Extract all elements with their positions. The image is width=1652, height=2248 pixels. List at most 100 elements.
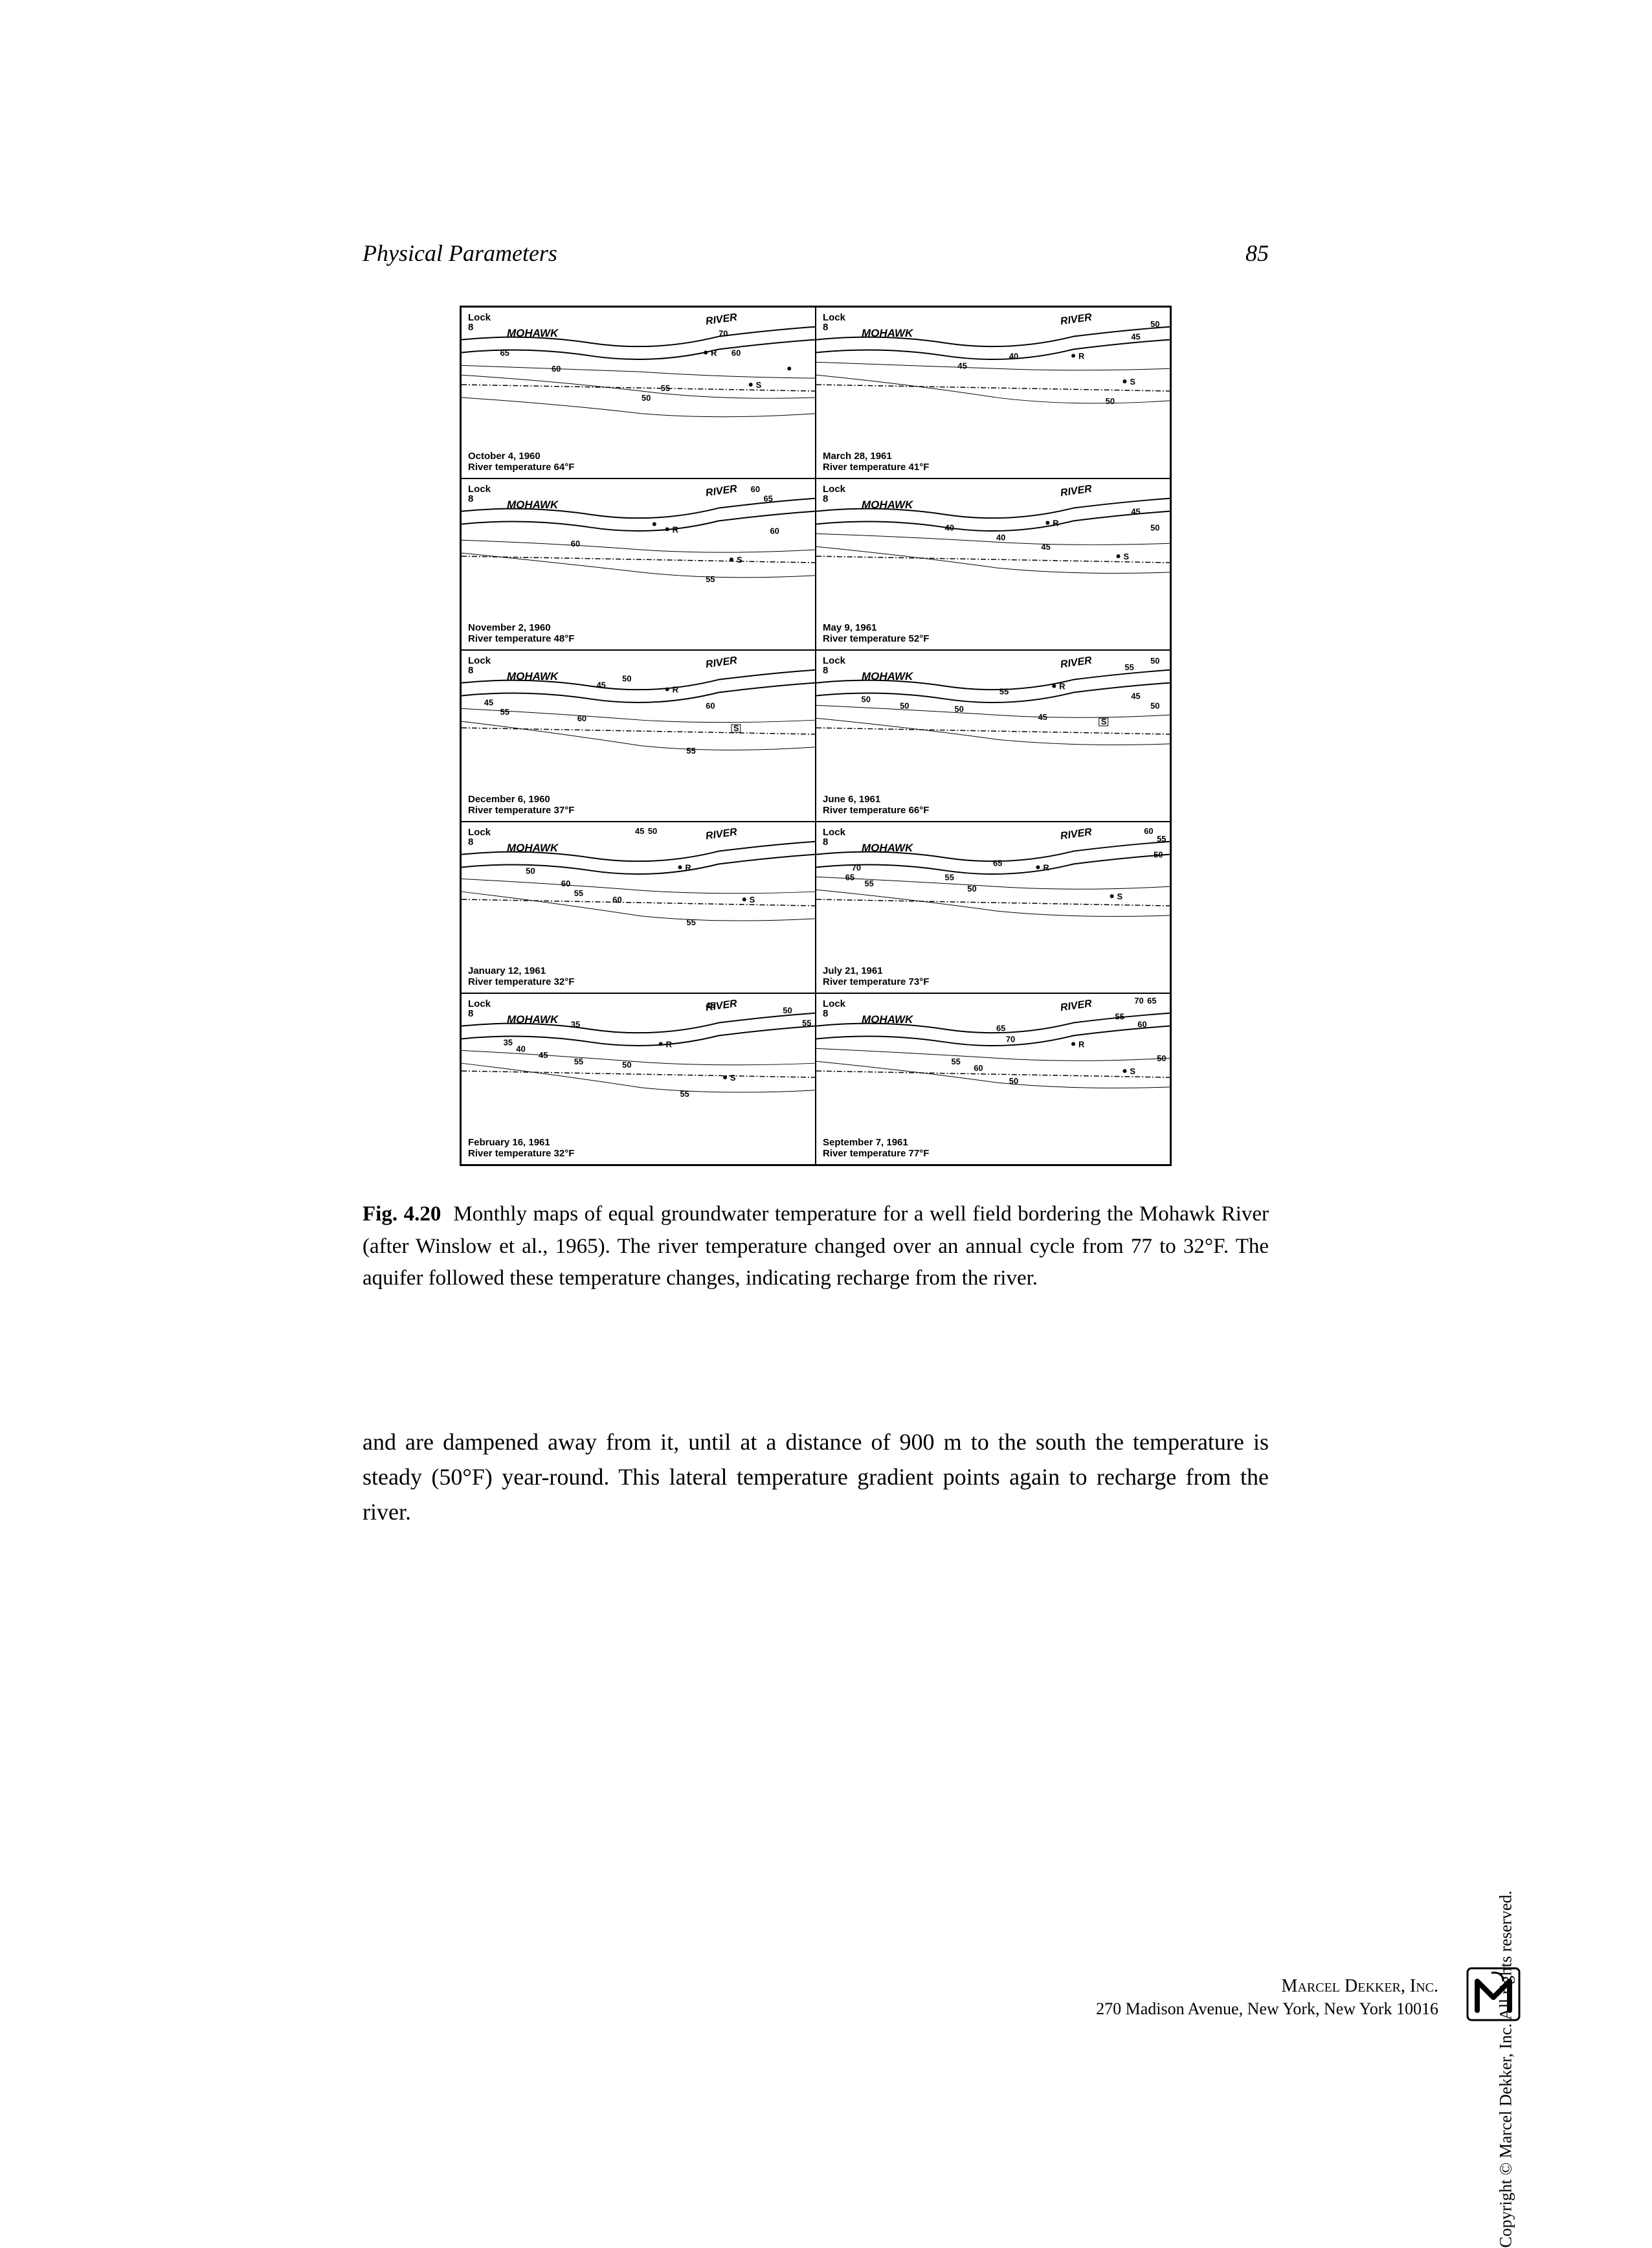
- svg-text:70: 70: [1134, 996, 1143, 1006]
- svg-text:35: 35: [504, 1037, 513, 1047]
- svg-text:70: 70: [852, 862, 861, 872]
- mohawk-label: MOHAWK: [862, 670, 913, 683]
- svg-text:60: 60: [770, 526, 779, 535]
- panel-caption: September 7, 1961 River temperature 77°F: [823, 1138, 929, 1159]
- svg-text:50: 50: [967, 884, 976, 894]
- map-panel-dec-1960: 45 55 45 50 60 55 60 R S Lock8 MOHAWK RI…: [461, 650, 816, 822]
- svg-text:45: 45: [539, 1050, 548, 1060]
- svg-text:50: 50: [1150, 701, 1159, 710]
- svg-text:S: S: [733, 723, 739, 733]
- section-title: Physical Parameters: [363, 240, 557, 267]
- map-panel-mar-1961: 40 45 50 45 50 R S Lock8 MOHAWK RIVER Ma…: [816, 307, 1170, 478]
- lock-label: Lock8: [468, 656, 491, 675]
- svg-text:S: S: [737, 555, 742, 565]
- svg-text:50: 50: [954, 704, 963, 714]
- svg-text:S: S: [750, 895, 755, 905]
- lock-label: Lock8: [823, 484, 845, 504]
- svg-text:45: 45: [596, 680, 605, 690]
- map-panel-may-1961: 40 40 45 45 50 R S Lock8 MOHAWK RIVER Ma…: [816, 478, 1170, 650]
- publisher-logo-icon: [1464, 1965, 1523, 2023]
- panel-caption: February 16, 1961 River temperature 32°F: [468, 1138, 574, 1159]
- figure-label: Fig. 4.20: [363, 1202, 441, 1226]
- mohawk-label: MOHAWK: [862, 1013, 913, 1026]
- svg-text:60: 60: [751, 484, 760, 494]
- svg-text:45: 45: [484, 697, 493, 707]
- svg-text:55: 55: [999, 686, 1009, 696]
- svg-text:50: 50: [1150, 523, 1159, 532]
- panel-caption: July 21, 1961 River temperature 73°F: [823, 966, 929, 987]
- svg-text:S: S: [1130, 1066, 1135, 1076]
- mohawk-label: MOHAWK: [862, 327, 913, 340]
- svg-text:50: 50: [648, 826, 657, 836]
- copyright-notice: Copyright © Marcel Dekker, Inc. All righ…: [1497, 1891, 1516, 2248]
- publisher-name: Marcel Dekker, Inc.: [1096, 1975, 1438, 1998]
- svg-text:60: 60: [577, 714, 586, 723]
- svg-text:45: 45: [1131, 691, 1140, 701]
- svg-text:55: 55: [1115, 1012, 1124, 1022]
- mohawk-label: MOHAWK: [507, 842, 558, 855]
- svg-text:50: 50: [1150, 656, 1159, 666]
- svg-text:45: 45: [957, 361, 966, 370]
- mohawk-label: MOHAWK: [862, 499, 913, 511]
- svg-text:60: 60: [552, 364, 561, 374]
- svg-text:65: 65: [1147, 996, 1156, 1006]
- lock-label: Lock8: [468, 999, 491, 1018]
- lock-label: Lock8: [823, 656, 845, 675]
- mohawk-label: MOHAWK: [862, 842, 913, 855]
- svg-text:R: R: [1053, 518, 1059, 528]
- figure-4-20: 65 60 50 55 60 70 R S Lock8 MOHAWK RIVER…: [460, 306, 1172, 1166]
- svg-text:35: 35: [571, 1020, 580, 1029]
- svg-text:55: 55: [865, 879, 874, 888]
- svg-text:55: 55: [706, 574, 715, 584]
- svg-text:S: S: [1123, 552, 1129, 561]
- svg-text:R: R: [673, 524, 679, 534]
- svg-text:50: 50: [900, 701, 909, 710]
- svg-text:60: 60: [1144, 826, 1153, 836]
- svg-text:45: 45: [1041, 542, 1050, 552]
- figure-caption-text: Monthly maps of equal groundwater temper…: [363, 1202, 1269, 1290]
- mohawk-label: MOHAWK: [507, 499, 558, 511]
- svg-text:S: S: [730, 1073, 736, 1083]
- mohawk-label: MOHAWK: [507, 1013, 558, 1026]
- svg-text:55: 55: [680, 1089, 689, 1099]
- svg-text:65: 65: [500, 348, 509, 357]
- svg-text:R: R: [711, 348, 717, 357]
- svg-text:55: 55: [1124, 662, 1133, 672]
- svg-text:60: 60: [974, 1063, 983, 1073]
- svg-text:60: 60: [731, 348, 741, 357]
- panel-caption: November 2, 1960 River temperature 48°F: [468, 623, 574, 644]
- svg-text:60: 60: [612, 895, 621, 905]
- map-panel-oct-1960: 65 60 50 55 60 70 R S Lock8 MOHAWK RIVER…: [461, 307, 816, 478]
- svg-text:S: S: [1101, 717, 1107, 726]
- lock-label: Lock8: [823, 999, 845, 1018]
- mohawk-label: MOHAWK: [507, 327, 558, 340]
- svg-text:45: 45: [1131, 507, 1140, 517]
- svg-text:R: R: [685, 862, 691, 872]
- map-panel-jan-1961: 45 50 50 60 55 60 55 R S Lock8 MOHAWK RI…: [461, 822, 816, 993]
- page-number: 85: [1245, 240, 1269, 267]
- svg-text:60: 60: [706, 701, 715, 710]
- lock-label: Lock8: [823, 313, 845, 332]
- svg-text:R: R: [1043, 862, 1049, 872]
- panel-caption: January 12, 1961 River temperature 32°F: [468, 966, 574, 987]
- lock-label: Lock8: [468, 827, 491, 847]
- map-panel-jun-1961: 50 50 50 55 45 55 50 45 50 R S Lock8 MOH…: [816, 650, 1170, 822]
- svg-text:70: 70: [1006, 1034, 1015, 1044]
- publisher-footer: Marcel Dekker, Inc. 270 Madison Avenue, …: [1096, 1975, 1438, 2020]
- svg-text:65: 65: [845, 872, 854, 882]
- map-panel-nov-1960: 60 65 60 55 60 R S Lock8 MOHAWK RIVER No…: [461, 478, 816, 650]
- svg-text:65: 65: [764, 494, 773, 504]
- svg-text:50: 50: [622, 1060, 631, 1070]
- svg-text:55: 55: [500, 707, 509, 717]
- svg-text:50: 50: [1106, 396, 1115, 406]
- svg-text:65: 65: [996, 1024, 1005, 1033]
- publisher-address: 270 Madison Avenue, New York, New York 1…: [1096, 1998, 1438, 2020]
- svg-text:S: S: [1117, 892, 1123, 901]
- svg-text:60: 60: [561, 879, 570, 888]
- svg-text:50: 50: [1009, 1076, 1018, 1086]
- panel-caption: October 4, 1960 River temperature 64°F: [468, 451, 574, 473]
- svg-text:70: 70: [719, 329, 728, 339]
- page-header: Physical Parameters 85: [363, 240, 1269, 267]
- svg-text:R: R: [666, 1039, 673, 1049]
- svg-text:60: 60: [1137, 1020, 1146, 1029]
